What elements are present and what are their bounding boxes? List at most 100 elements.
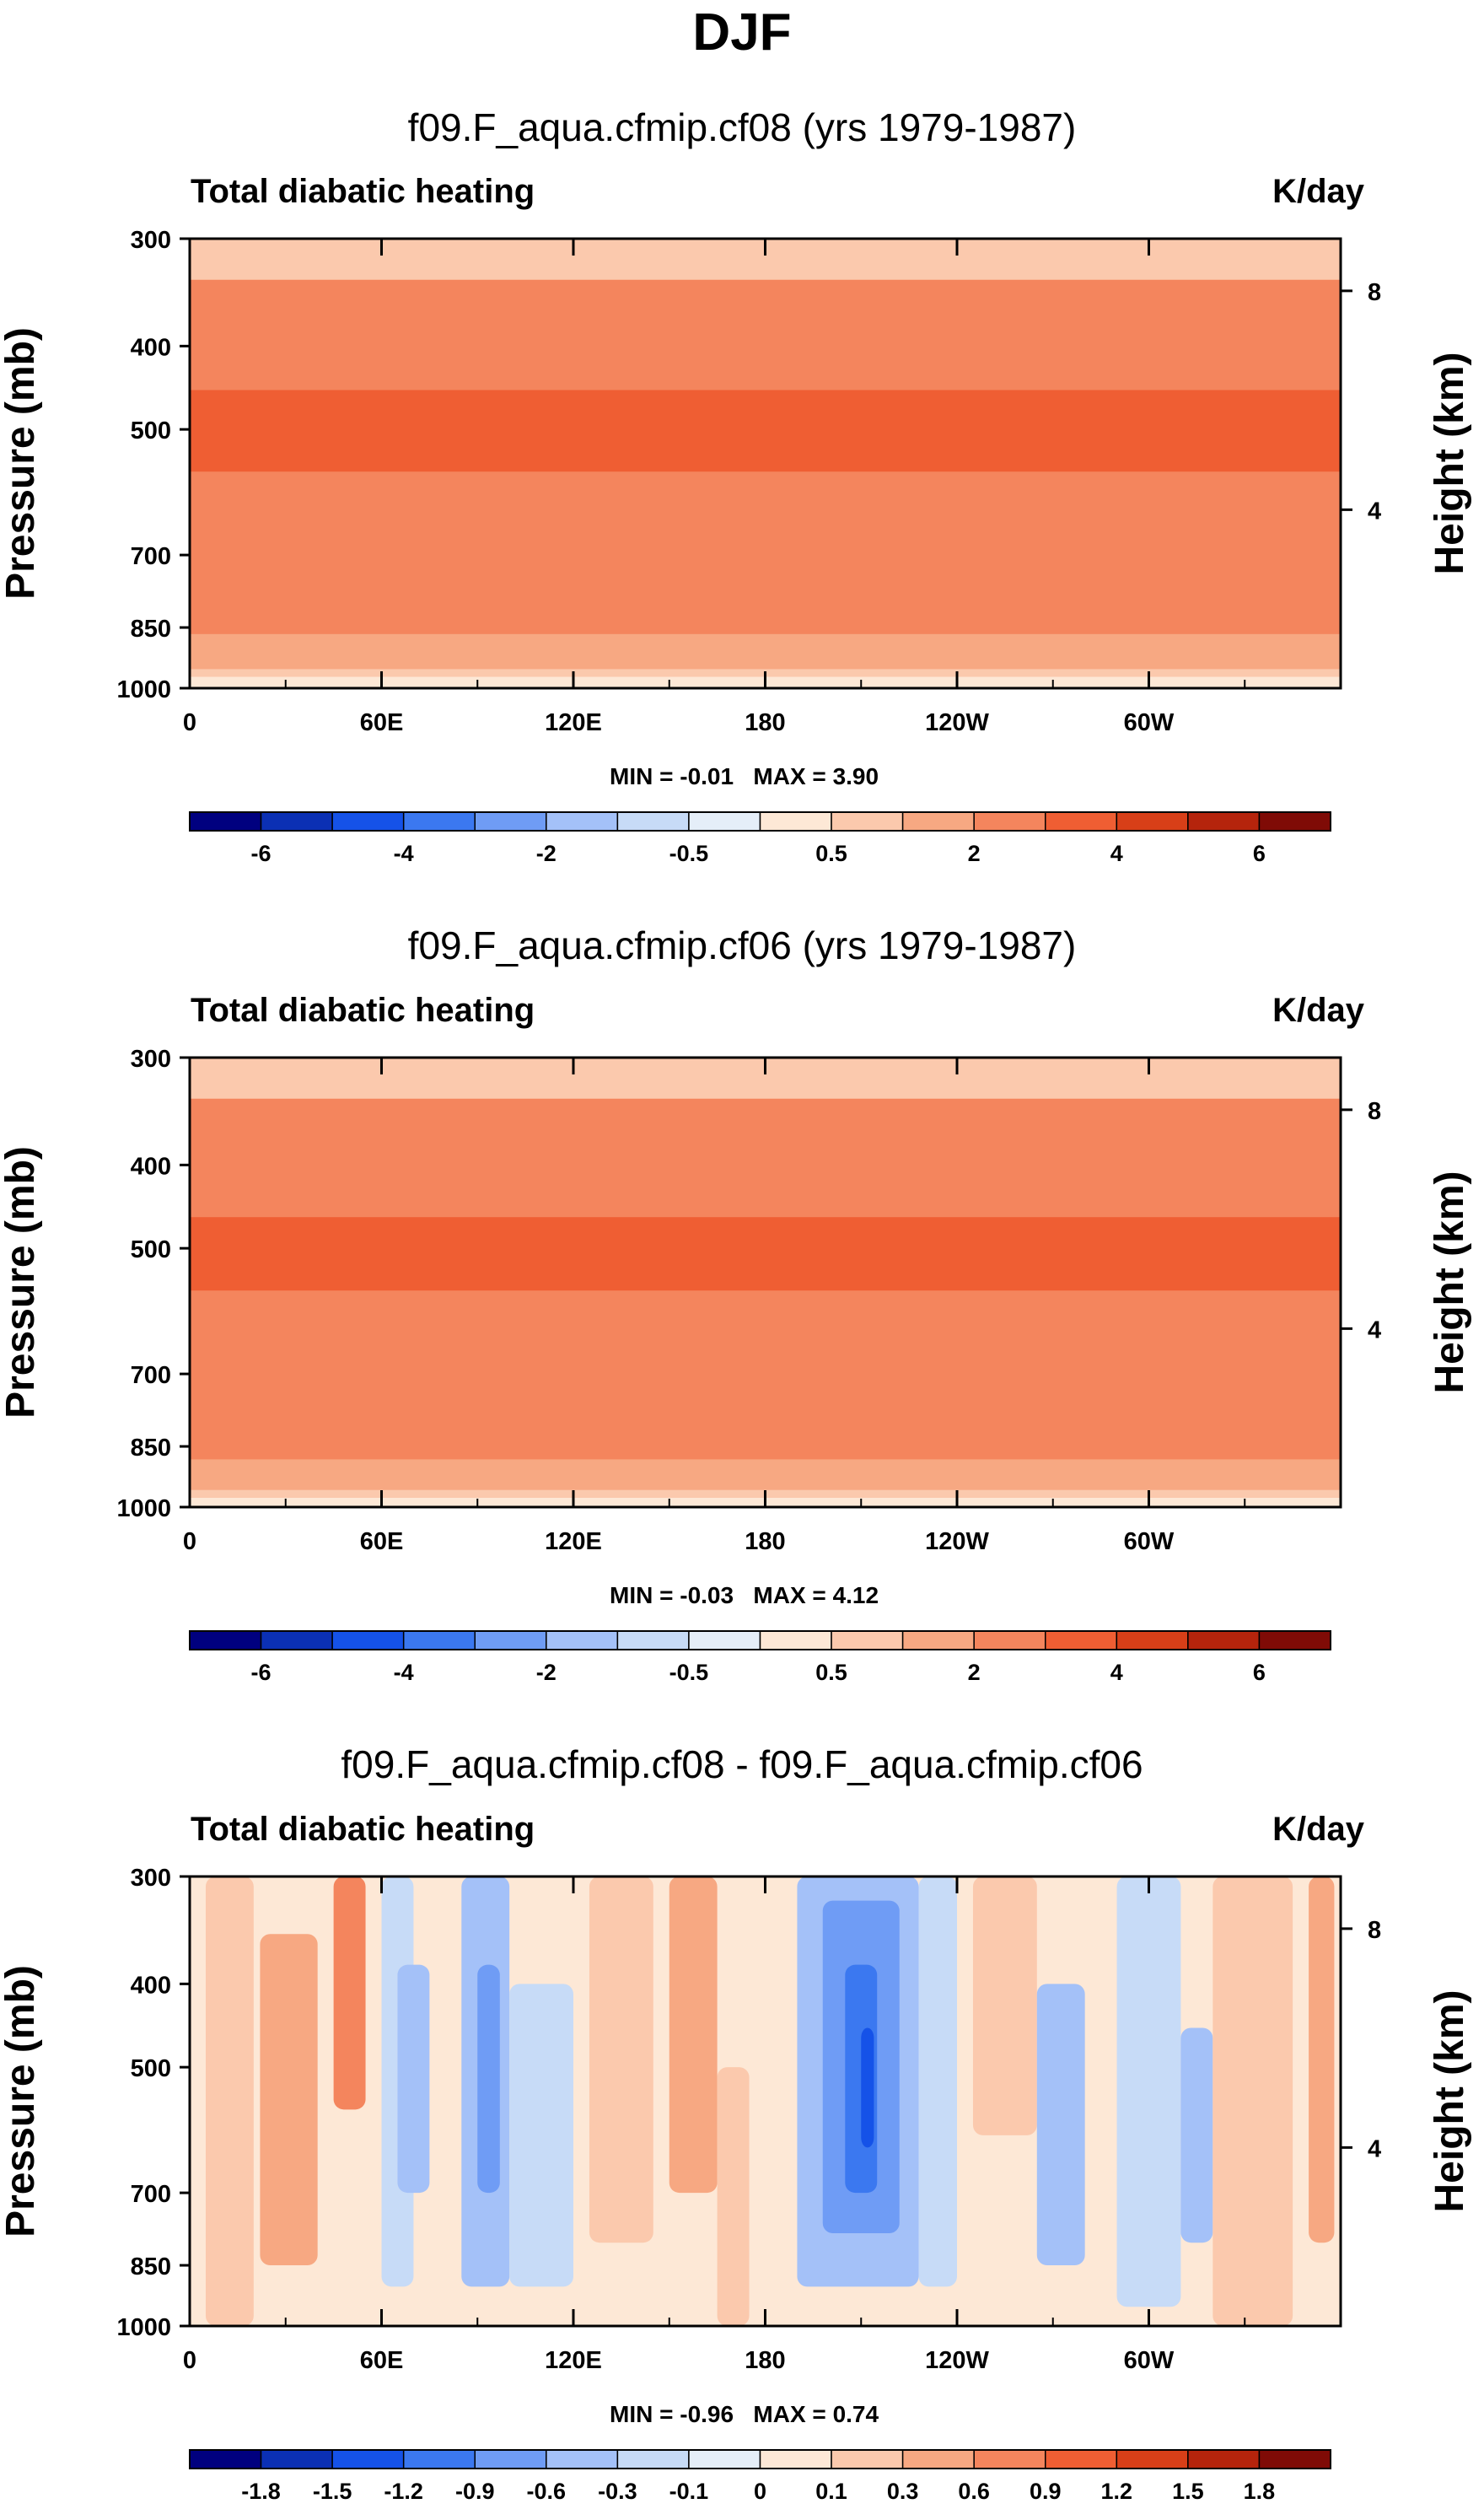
colorbar-label: 1.5: [1172, 2479, 1204, 2504]
contour-band: [717, 2067, 750, 2326]
x-tick-label: 180: [745, 2347, 785, 2374]
panel-2-max-label: MAX =: [753, 1582, 826, 1608]
x-tick-label: 120E: [545, 1528, 602, 1555]
contour-band: [1036, 1984, 1085, 2266]
y-tick-label: 1000: [116, 2314, 171, 2341]
right-tick-label: 8: [1368, 1917, 1381, 1944]
contour-band: [1180, 2027, 1213, 2243]
panel-3-plot: 0 60E 120E 180 120W 60W 300 400 500 700 850 1000 8 4 P…: [0, 1865, 1472, 2504]
contour-band: [669, 1876, 718, 2194]
colorbar-frame: [189, 2449, 1331, 2469]
panel-2-title: f09.F_aqua.cfmip.cf06 (yrs 1979-1987): [407, 923, 1077, 967]
colorbar-label: -1.5: [313, 2479, 352, 2504]
contour-band: [260, 1934, 318, 2266]
x-tick-label: 0: [183, 709, 196, 736]
x-tick-label: 60E: [360, 2347, 404, 2374]
colorbar-swatch: [402, 1630, 476, 1650]
contour-band: [477, 1964, 500, 2194]
colorbar-swatch: [1258, 2449, 1331, 2469]
contour-band: [190, 1098, 1341, 1218]
colorbar-label: 6: [1253, 1660, 1266, 1685]
panel-2-max-value: 4.12: [832, 1582, 879, 1608]
x-tick-label: 120W: [925, 709, 989, 736]
y-axis-label: Pressure (mb): [0, 1146, 43, 1419]
colorbar-swatch: [1258, 811, 1331, 832]
x-tick-label: 0: [183, 1528, 196, 1555]
contour-band: [190, 279, 1341, 390]
colorbar-swatch: [546, 2449, 619, 2469]
colorbar-swatch: [759, 2449, 832, 2469]
y-tick-label: 1000: [116, 676, 171, 703]
panel-2-min-value: -0.03: [680, 1582, 734, 1608]
panel-1-max-label: MAX =: [753, 763, 826, 789]
colorbar-swatch: [973, 2449, 1046, 2469]
colorbar-swatch: [1187, 811, 1261, 832]
colorbar-swatch: [973, 811, 1046, 832]
y-axis-label: Pressure (mb): [0, 1965, 43, 2237]
y-tick-label: 300: [131, 227, 171, 254]
colorbar-label: 4: [1110, 841, 1123, 866]
colorbar-swatch: [189, 1630, 262, 1650]
colorbar-label: 6: [1253, 841, 1266, 866]
colorbar-swatch: [759, 811, 832, 832]
panel-1-min-value: -0.01: [680, 763, 734, 789]
contour-band: [333, 1876, 366, 2110]
colorbar-label: 0.5: [815, 841, 847, 866]
colorbar-label: -1.2: [384, 2479, 423, 2504]
y-tick-label: 300: [131, 1046, 171, 1073]
colorbar-swatch: [1187, 1630, 1261, 1650]
panel-2-left-string: Total diabatic heating: [191, 992, 535, 1029]
colorbar-label: -0.5: [669, 1660, 709, 1685]
colorbar-label: 0: [754, 2479, 766, 2504]
colorbar-swatch: [1116, 2449, 1189, 2469]
colorbar-label: -0.5: [669, 841, 709, 866]
colorbar-label: -4: [394, 1660, 414, 1685]
y-axis-label: Pressure (mb): [0, 327, 43, 600]
x-tick-label: 60W: [1124, 2347, 1175, 2374]
colorbar-label: 4: [1110, 1660, 1123, 1685]
colorbar-swatch: [1045, 2449, 1118, 2469]
colorbar-swatch: [616, 2449, 690, 2469]
right-tick-label: 8: [1368, 279, 1381, 306]
colorbar-swatch: [759, 1630, 832, 1650]
right-tick-label: 4: [1368, 1316, 1381, 1343]
right-tick-label: 8: [1368, 1098, 1381, 1125]
panel-3-max-label: MAX =: [753, 2401, 826, 2427]
colorbar-label: 2: [968, 1660, 981, 1685]
contour-band: [589, 1876, 653, 2243]
contour-band: [190, 1290, 1341, 1460]
colorbar-swatch: [1187, 2449, 1261, 2469]
x-tick-label: 120E: [545, 709, 602, 736]
contour-band: [397, 1964, 430, 2194]
x-tick-label: 180: [745, 709, 785, 736]
colorbar-label: 0.5: [815, 1660, 847, 1685]
colorbar-label: -2: [536, 841, 556, 866]
colorbar-frame: [189, 811, 1331, 832]
panel-3-title: f09.F_aqua.cfmip.cf08 - f09.F_aqua.cfmip…: [341, 1742, 1143, 1786]
colorbar-label: 0.3: [887, 2479, 919, 2504]
colorbar-swatch: [831, 811, 904, 832]
panel-3-min-label: MIN =: [610, 2401, 674, 2427]
panel-1-left-string: Total diabatic heating: [191, 173, 535, 210]
colorbar-swatch: [402, 2449, 476, 2469]
colorbar-swatch: [1045, 1630, 1118, 1650]
colorbar-swatch: [331, 2449, 405, 2469]
colorbar-swatch: [616, 1630, 690, 1650]
y-tick-label: 700: [131, 2181, 171, 2208]
colorbar-swatch: [831, 1630, 904, 1650]
colorbar-label: 0.6: [958, 2479, 990, 2504]
panel-1-min-label: MIN =: [610, 763, 674, 789]
y-tick-label: 1000: [116, 1495, 171, 1522]
colorbar-frame: [189, 1630, 1331, 1650]
colorbar-swatch: [688, 811, 761, 832]
x-tick-label: 60W: [1124, 709, 1175, 736]
colorbar-label: -1.8: [241, 2479, 281, 2504]
y-tick-label: 500: [131, 2055, 171, 2082]
colorbar-label: 1.8: [1244, 2479, 1276, 2504]
colorbar-swatch: [616, 811, 690, 832]
colorbar-label: 2: [968, 841, 981, 866]
contour-band: [918, 1876, 957, 2287]
colorbar-swatch: [402, 811, 476, 832]
contour-band: [1212, 1876, 1293, 2326]
y-tick-label: 500: [131, 1236, 171, 1263]
